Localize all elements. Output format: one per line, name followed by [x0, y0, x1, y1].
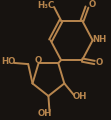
Text: O: O	[34, 56, 42, 65]
Text: OH: OH	[72, 92, 87, 101]
Text: NH: NH	[93, 35, 107, 44]
Text: H₃C: H₃C	[37, 1, 55, 10]
Text: O: O	[96, 58, 103, 67]
Text: O: O	[88, 0, 95, 9]
Text: HO: HO	[1, 57, 15, 66]
Text: OH: OH	[37, 109, 52, 118]
